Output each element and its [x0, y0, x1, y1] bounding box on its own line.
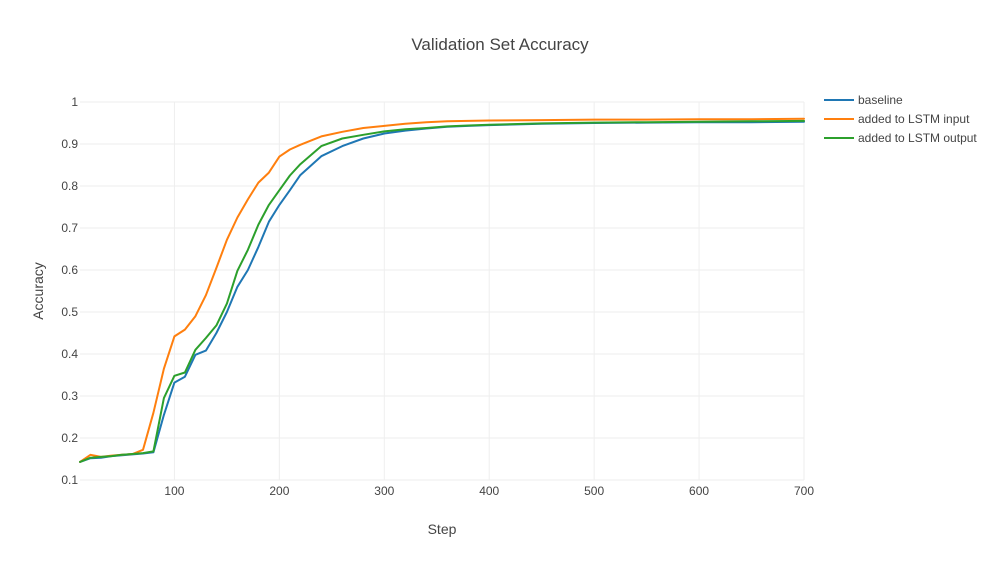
legend-label: added to LSTM output	[858, 131, 977, 145]
x-tick-label: 200	[269, 484, 289, 498]
y-tick-label: 1	[71, 95, 78, 109]
x-tick-label: 100	[164, 484, 184, 498]
legend-item-baseline[interactable]: baseline	[824, 93, 903, 107]
series-line-added-to-lstm-input	[79, 117, 805, 463]
y-tick-label: 0.9	[61, 137, 78, 151]
legend-label: baseline	[858, 93, 903, 107]
y-tick-label: 0.8	[61, 179, 78, 193]
legend-item-added-to-lstm-output[interactable]: added to LSTM output	[824, 131, 977, 145]
y-tick-label: 0.6	[61, 263, 78, 277]
series-lines	[79, 117, 805, 463]
x-tick-label: 400	[479, 484, 499, 498]
y-axis-title: Accuracy	[30, 262, 46, 320]
series-line-added-to-lstm-output	[79, 119, 805, 463]
y-tick-label: 0.4	[61, 347, 78, 361]
x-tick-label: 600	[689, 484, 709, 498]
x-tick-label: 700	[794, 484, 814, 498]
legend-label: added to LSTM input	[858, 112, 970, 126]
series-line-baseline	[79, 120, 805, 463]
gridlines	[80, 101, 805, 481]
chart-title: Validation Set Accuracy	[411, 35, 589, 54]
x-tick-label: 300	[374, 484, 394, 498]
y-tick-label: 0.7	[61, 221, 78, 235]
y-tick-label: 0.2	[61, 431, 78, 445]
y-tick-label: 0.3	[61, 389, 78, 403]
legend-item-added-to-lstm-input[interactable]: added to LSTM input	[824, 112, 970, 126]
y-tick-label: 0.5	[61, 305, 78, 319]
x-axis-title: Step	[428, 521, 457, 537]
y-tick-label: 0.1	[61, 473, 78, 487]
axis-ticks: 0.1 0.2 0.3 0.4 0.5 0.6 0.7 0.8 0.9 1 100 200 300 400…	[61, 95, 814, 498]
x-tick-label: 500	[584, 484, 604, 498]
legend[interactable]: baseline added to LSTM input added to LSTM…	[824, 93, 977, 145]
